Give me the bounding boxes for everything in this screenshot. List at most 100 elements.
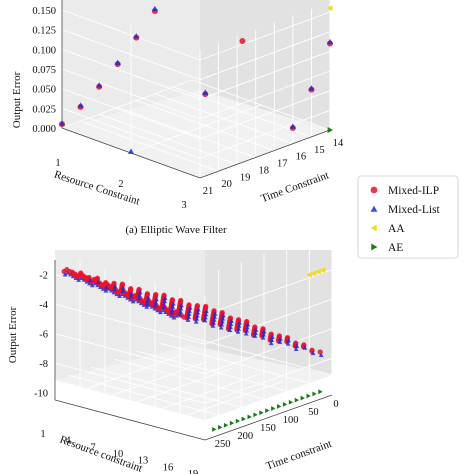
chart-b-xtick: 19 [188,469,199,474]
chart-b-point-mixed-list [204,308,209,314]
chart-b-point-mixed-ilp [219,309,225,316]
chart-b-xtick: 16 [163,462,174,473]
chart-a-ytick: 17 [277,159,288,170]
legend: Mixed-ILP Mixed-List AA AE [357,175,459,259]
chart-b-point-mixed-ilp [317,349,323,355]
chart-b-point-mixed-list [76,277,82,282]
chart-b-point-mixed-ilp [86,274,92,281]
chart-b-point-mixed-list [174,313,180,318]
chart-b-point-aa [310,270,317,277]
chart-b-point-mixed-ilp [161,292,167,298]
chart-b-point-mixed-list [252,333,258,338]
chart-b-point-mixed-list [310,350,316,356]
chart-b: -2-4-6-8-10 14710131619 250200150100500 … [7,230,339,474]
chart-b-point-mixed-list [228,321,234,326]
chart-b-point-mixed-ilp [293,340,299,346]
chart-b-point-ae [229,420,235,426]
chart-a-point-mixed-list [308,85,315,91]
chart-a-ztick: 0.150 [32,6,56,17]
chart-a-ytick: 20 [221,179,232,190]
chart-a-zlabel: Output Error [11,71,23,128]
chart-b-point-mixed-list [117,293,122,298]
chart-b-point-mixed-ilp [301,342,307,348]
chart-b-point-mixed-list [95,279,101,285]
chart-b-point-aa [306,271,312,278]
chart-a-ztick: 0.000 [32,124,56,135]
chart-b-zlabel: Output Error [7,306,19,363]
chart-b-point-mixed-list [227,324,233,329]
chart-b-point-ae [318,389,323,395]
chart-a-xtick: 2 [118,179,123,190]
chart-b-point-mixed-ilp [227,315,233,321]
legend-marker-mixed-ilp [370,186,378,194]
chart-b-point-mixed-list [294,343,300,348]
chart-b-point-mixed-list [244,325,250,330]
legend-label: Mixed-List [388,204,441,216]
chart-b-point-mixed-list [236,326,241,331]
chart-b-point-mixed-list [220,313,226,318]
chart-b-point-mixed-list [103,288,109,293]
chart-b-point-mixed-ilp [309,347,315,353]
chart-b-point-mixed-list [144,304,150,309]
chart-b-point-mixed-list [218,325,224,330]
chart-b-point-mixed-list [178,306,184,311]
chart-b-point-mixed-ilp [284,335,291,341]
chart-b-point-ae [277,404,282,409]
chart-b-point-ae [271,406,276,411]
chart-a-point-mixed-list [327,38,333,45]
chart-b-point-mixed-list [136,295,142,301]
chart-b-point-mixed-list [227,327,233,332]
chart-b-point-mixed-list [112,283,118,289]
chart-b-point-ae [259,410,264,416]
chart-a-ztick: 0.025 [32,104,56,115]
chart-a-point-mixed-list [202,89,209,95]
chart-b-point-mixed-list [203,311,209,317]
chart-b-point-mixed-list [186,311,192,316]
chart-b-point-mixed-ilp [268,331,274,337]
chart-b-xtick: 1 [40,429,45,440]
chart-b-xtick: 13 [138,456,149,467]
chart-b-point-mixed-list [186,314,191,319]
chart-b-xtick: 4 [65,436,71,447]
chart-b-point-mixed-list [177,309,183,314]
chart-b-ytick: 0 [333,399,338,410]
chart-b-point-mixed-list [112,287,117,292]
chart-b-point-mixed-list [128,294,134,299]
legend-marker-mixed-list [370,205,378,212]
chart-a-ytick: 18 [258,165,269,176]
chart-b-point-mixed-list [185,317,191,322]
chart-a-point-mixed-list [151,5,158,12]
chart-b-point-mixed-ilp [244,318,250,325]
chart-b-point-mixed-ilp [128,285,134,292]
chart-a-caption: (a) Elliptic Wave Filter [125,224,227,236]
chart-b-point-mixed-list [104,285,109,290]
chart-b-point-mixed-ilp [260,326,266,332]
chart-a-point-mixed-list [96,82,103,88]
chart-b-point-mixed-ilp [119,281,126,287]
chart-b-point-mixed-list [302,345,308,350]
chart-b-point-mixed-list [243,331,249,336]
chart-b-point-mixed-list [252,330,258,335]
chart-a-point-mixed-ilp [239,38,246,45]
chart-b-point-mixed-ilp [203,303,209,309]
chart-b-point-mixed-list [162,295,168,301]
chart-b-point-mixed-list [244,328,250,333]
chart-b-point-mixed-ilp [235,317,242,323]
chart-b-point-ae [253,412,258,418]
chart-b-point-mixed-ilp [252,324,258,330]
chart-b-xtick: 10 [113,449,124,460]
chart-b-point-mixed-list [137,292,142,298]
chart-b-point-mixed-ilp [211,308,217,314]
chart-a-point-mixed-list [133,33,140,39]
chart-a-ztick: 0.125 [32,26,56,37]
chart-b-point-mixed-list [293,346,299,352]
chart-a-xtick: 3 [181,200,186,211]
chart-b-point-mixed-list [169,307,175,312]
chart-b-ytick: 50 [308,407,319,418]
chart-b-point-mixed-list [210,323,216,328]
chart-a-ytick: 14 [333,138,344,149]
chart-a-ztick: 0.100 [32,45,56,56]
chart-b-point-ae [312,391,317,397]
chart-b-point-mixed-list [268,340,274,346]
